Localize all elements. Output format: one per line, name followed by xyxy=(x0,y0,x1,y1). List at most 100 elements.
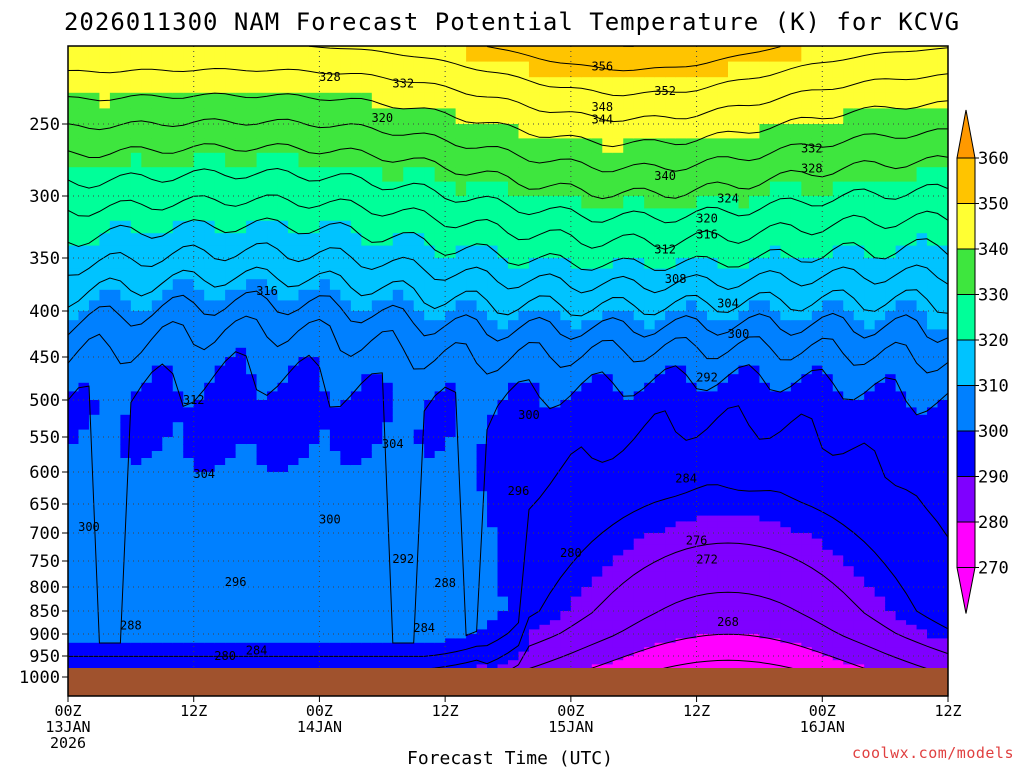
heatmap-cell xyxy=(497,124,509,139)
heatmap-cell xyxy=(371,407,383,416)
heatmap-cell xyxy=(581,509,593,517)
heatmap-cell xyxy=(109,561,121,567)
heatmap-cell xyxy=(560,620,572,626)
heatmap-cell xyxy=(487,571,499,578)
heatmap-cell xyxy=(308,472,321,479)
heatmap-cell xyxy=(256,587,268,593)
heatmap-cell xyxy=(403,497,415,505)
heatmap-cell xyxy=(508,538,520,545)
heatmap-cell xyxy=(539,533,551,540)
heatmap-cell xyxy=(675,465,687,473)
heatmap-cell xyxy=(78,634,90,639)
heatmap-cell xyxy=(392,329,404,340)
heatmap-cell xyxy=(570,196,582,209)
heatmap-cell xyxy=(88,329,101,340)
heatmap-cell xyxy=(654,527,666,534)
heatmap-cell xyxy=(403,429,415,438)
heatmap-cell xyxy=(361,92,373,109)
heatmap-cell xyxy=(288,624,300,630)
heatmap-cell xyxy=(539,656,551,661)
heatmap-cell xyxy=(665,629,677,635)
heatmap-cell xyxy=(487,279,499,291)
heatmap-cell xyxy=(340,181,352,197)
heatmap-cell xyxy=(549,429,561,438)
heatmap-cell xyxy=(403,591,415,598)
heatmap-cell xyxy=(371,576,383,583)
heatmap-cell xyxy=(570,391,582,401)
heatmap-cell xyxy=(329,491,341,499)
heatmap-cell xyxy=(193,624,205,630)
heatmap-cell xyxy=(172,478,184,486)
heatmap-cell xyxy=(193,167,205,183)
heatmap-cell xyxy=(99,208,111,222)
heatmap-cell xyxy=(549,566,561,572)
heatmap-cell xyxy=(612,527,624,534)
heatmap-cell xyxy=(644,220,656,234)
heatmap-cell xyxy=(99,196,111,209)
heatmap-cell xyxy=(225,289,237,301)
heatmap-cell xyxy=(403,208,415,222)
heatmap-cell xyxy=(508,374,520,384)
heatmap-cell xyxy=(696,538,708,545)
heatmap-cell xyxy=(696,509,708,517)
heatmap-cell xyxy=(288,484,300,492)
heatmap-cell xyxy=(308,422,321,431)
heatmap-cell xyxy=(466,437,478,445)
heatmap-cell xyxy=(508,472,520,479)
heatmap-cell xyxy=(246,338,258,349)
heatmap-cell xyxy=(497,561,509,567)
heatmap-cell xyxy=(591,660,603,665)
heatmap-cell xyxy=(633,472,645,479)
heatmap-cell xyxy=(549,320,561,330)
heatmap-cell xyxy=(329,587,341,593)
heatmap-cell xyxy=(696,638,708,644)
heatmap-cell xyxy=(141,660,153,665)
heatmap-cell xyxy=(644,533,656,540)
heatmap-cell xyxy=(476,124,488,139)
heatmap-cell xyxy=(392,527,404,534)
heatmap-cell xyxy=(78,656,90,661)
heatmap-cell xyxy=(413,664,425,670)
heatmap-cell xyxy=(68,138,80,154)
heatmap-cell xyxy=(288,46,300,63)
heatmap-cell xyxy=(686,429,698,438)
heatmap-cell xyxy=(162,422,174,431)
heatmap-cell xyxy=(329,77,341,94)
heatmap-cell xyxy=(518,491,530,499)
heatmap-cell xyxy=(120,374,132,384)
heatmap-cell xyxy=(413,660,425,665)
heatmap-cell xyxy=(434,152,446,168)
heatmap-cell xyxy=(508,61,520,78)
heatmap-cell xyxy=(623,374,635,384)
heatmap-cell xyxy=(277,451,289,459)
heatmap-cell xyxy=(445,458,457,466)
heatmap-cell xyxy=(539,458,551,466)
heatmap-cell xyxy=(581,504,593,511)
heatmap-cell xyxy=(476,555,488,562)
heatmap-cell xyxy=(665,320,677,330)
heatmap-cell xyxy=(508,208,520,222)
heatmap-cell xyxy=(151,620,163,626)
heatmap-cell xyxy=(497,533,509,540)
heatmap-cell xyxy=(539,561,551,567)
heatmap-cell xyxy=(466,601,478,607)
heatmap-cell xyxy=(256,576,268,583)
heatmap-cell xyxy=(267,587,279,593)
heatmap-cell xyxy=(340,484,352,492)
heatmap-cell xyxy=(445,429,457,438)
heatmap-cell xyxy=(99,555,111,562)
heatmap-cell xyxy=(308,444,321,452)
heatmap-cell xyxy=(68,124,80,139)
heatmap-cell xyxy=(633,638,645,644)
heatmap-cell xyxy=(612,258,624,270)
heatmap-cell xyxy=(183,497,195,505)
heatmap-cell xyxy=(675,245,687,259)
heatmap-cell xyxy=(193,606,205,612)
heatmap-cell xyxy=(298,233,310,247)
heatmap-cell xyxy=(612,357,624,367)
heatmap-cell xyxy=(267,451,279,459)
heatmap-cell xyxy=(508,615,520,621)
heatmap-cell xyxy=(654,576,666,583)
heatmap-cell xyxy=(361,647,373,653)
heatmap-cell xyxy=(445,601,457,607)
